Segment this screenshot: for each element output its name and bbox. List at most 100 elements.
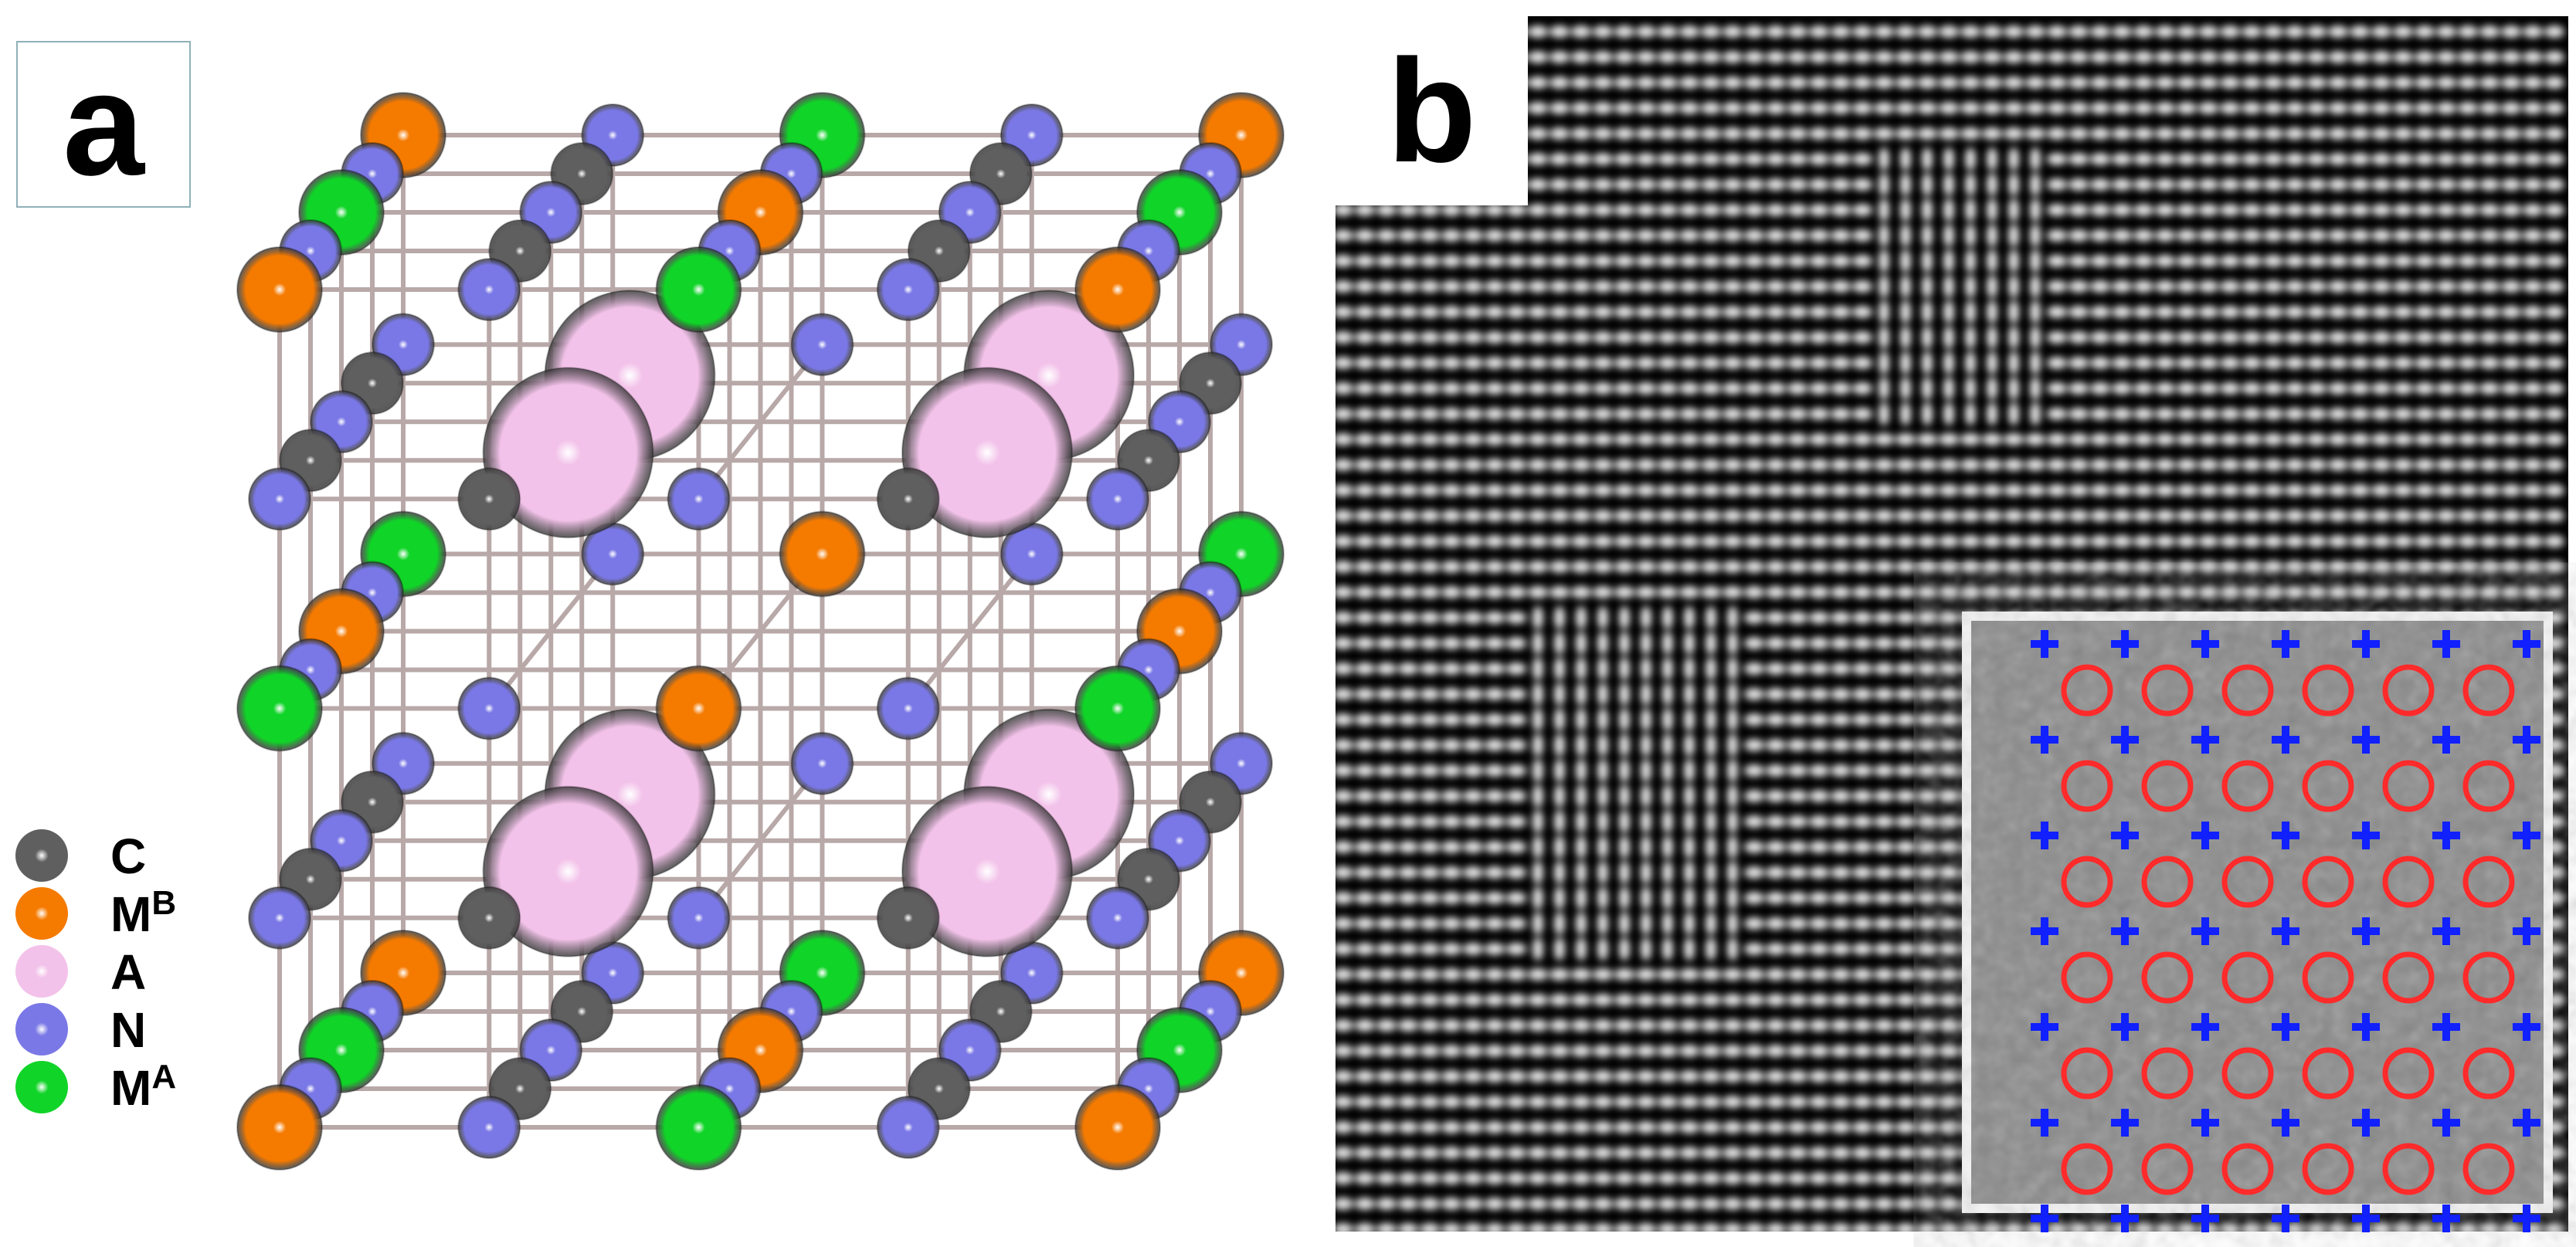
atom-circle-marker — [2302, 951, 2354, 1004]
atom-column — [2112, 102, 2132, 114]
atom-column — [1441, 357, 1461, 369]
atom-column — [1376, 535, 1397, 547]
atom-column — [2501, 25, 2521, 38]
atom-column — [1636, 1223, 1656, 1235]
atom-column — [2306, 408, 2327, 420]
atom-column — [1398, 1223, 1418, 1235]
atom-column — [1809, 561, 1829, 573]
atom-column — [2501, 408, 2521, 420]
atom-column — [1614, 331, 1634, 344]
atom-column — [2544, 25, 2564, 38]
atom-column — [2047, 561, 2067, 573]
atom-column — [1636, 1121, 1656, 1133]
atom-column — [2415, 408, 2435, 420]
atom-column — [1636, 153, 1656, 165]
atom-column — [2544, 153, 2564, 165]
atom-column — [2004, 127, 2024, 140]
atom-column — [1658, 331, 1678, 344]
atom-column — [1506, 892, 1526, 904]
atom-column — [1441, 1147, 1461, 1159]
atom-column — [2263, 408, 2283, 420]
atom-column — [2285, 153, 2305, 165]
atom-column — [1896, 510, 1916, 522]
atom-column — [2220, 204, 2240, 216]
atom-column — [1355, 255, 1375, 267]
atom-column — [1831, 1147, 1851, 1159]
atom-column — [2415, 459, 2435, 471]
atom-column — [1960, 586, 1980, 598]
atom-column — [1809, 1019, 1829, 1032]
atom-column — [1641, 937, 1651, 961]
atom-column — [1766, 357, 1786, 369]
atom-column — [1727, 708, 1738, 731]
atom-column — [1398, 637, 1418, 649]
atom-column — [1852, 204, 1872, 216]
atom-column — [1463, 713, 1483, 726]
atom-column — [1597, 734, 1608, 757]
atom-column — [2025, 25, 2045, 38]
atom-column — [1722, 331, 1743, 344]
atom-column — [1597, 835, 1608, 859]
atom-column — [2155, 178, 2175, 191]
atom-column — [1571, 968, 1591, 981]
atom-column — [1485, 917, 1505, 930]
atom-column — [2328, 433, 2348, 446]
atom-column — [1528, 484, 1548, 496]
atom-column — [1939, 586, 1959, 598]
atom-column — [1722, 51, 1743, 63]
atom-column — [2008, 326, 2019, 349]
atom-column — [2242, 510, 2262, 522]
atom-column — [2112, 229, 2132, 242]
atom-column — [1441, 204, 1461, 216]
atom-column — [1532, 657, 1543, 680]
atom-column — [1485, 662, 1505, 675]
atom-column — [2004, 586, 2024, 598]
atom-column — [1939, 841, 1959, 853]
atom-column — [1917, 484, 1937, 496]
atom-column — [2047, 102, 2067, 114]
atom-column — [1852, 662, 1872, 675]
atom-column — [2242, 561, 2262, 573]
atom-column — [2242, 586, 2262, 598]
atom-column — [1679, 535, 1699, 547]
atom-column — [1705, 810, 1716, 833]
atom-column — [1485, 357, 1505, 369]
atom-column — [1787, 408, 1807, 420]
c-atom — [457, 886, 521, 950]
atom-column — [2501, 331, 2521, 344]
atom-column — [1528, 459, 1548, 471]
atom-column — [1939, 637, 1959, 649]
atom-column — [1463, 1147, 1483, 1159]
atom-column — [1809, 1121, 1829, 1133]
atom-column — [1809, 866, 1829, 879]
atom-column — [1809, 51, 1829, 63]
atom-column — [1532, 912, 1543, 935]
atom-column — [1727, 784, 1738, 808]
atom-column — [2242, 280, 2262, 293]
atom-column — [1398, 994, 1418, 1006]
atom-column — [2436, 382, 2456, 395]
atom-column — [1571, 561, 1591, 573]
atom-column — [1614, 484, 1634, 496]
atom-column — [1506, 994, 1526, 1006]
atom-column — [2025, 76, 2045, 89]
atom-column — [1722, 433, 1743, 446]
atom-column — [1852, 943, 1872, 955]
n-atom — [1086, 467, 1149, 531]
atom-column — [1874, 25, 1894, 38]
atom-column — [1722, 459, 1743, 471]
atom-column — [1766, 637, 1786, 649]
atom-column — [1614, 76, 1634, 89]
atom-column — [1727, 810, 1738, 833]
atom-column — [1939, 968, 1959, 981]
atom-column — [1744, 841, 1764, 853]
atom-column — [1576, 683, 1587, 706]
atom-cross-marker — [2031, 1013, 2058, 1041]
atom-column — [1900, 249, 1911, 273]
atom-column — [1441, 561, 1461, 573]
atom-column — [1636, 1172, 1656, 1184]
atom-column — [1506, 1198, 1526, 1210]
atom-column — [1982, 1223, 2002, 1235]
atom-column — [2025, 102, 2045, 114]
atom-column — [1722, 382, 1743, 395]
